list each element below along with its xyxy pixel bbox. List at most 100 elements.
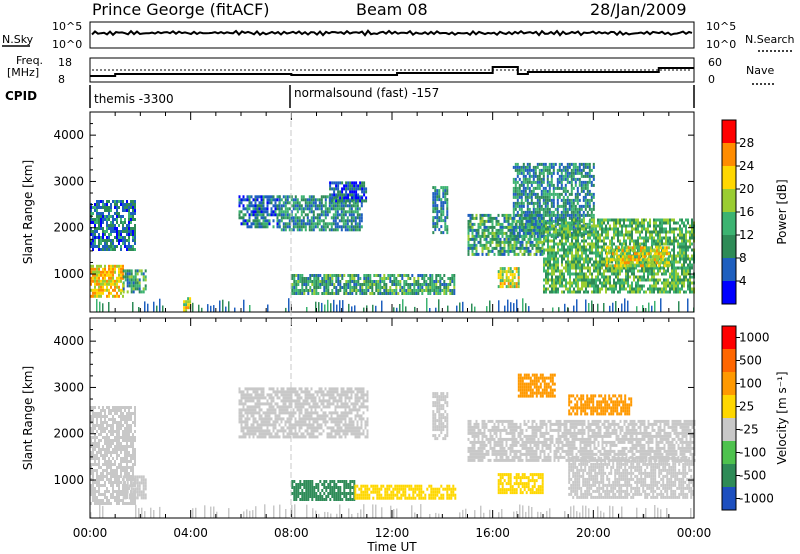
data-cell <box>601 284 603 288</box>
data-cell <box>128 227 130 230</box>
data-cell <box>324 228 327 232</box>
data-cell <box>566 210 569 214</box>
data-cell <box>542 210 545 214</box>
data-cell <box>681 284 683 288</box>
data-cell <box>507 282 510 286</box>
data-cell <box>487 249 490 253</box>
data-cell <box>132 203 134 206</box>
data-cell <box>98 279 100 283</box>
data-cell <box>518 189 521 193</box>
data-cell <box>341 181 344 185</box>
data-cell <box>641 264 644 268</box>
data-cell <box>110 273 112 277</box>
data-cell <box>94 493 96 496</box>
data-cell <box>112 270 114 274</box>
data-cell <box>331 289 334 292</box>
data-cell <box>118 230 120 233</box>
data-cell <box>100 475 102 478</box>
data-cell <box>108 291 110 295</box>
data-cell <box>495 246 498 250</box>
data-cell <box>653 287 655 291</box>
data-cell <box>94 427 96 430</box>
data-cell <box>669 254 671 258</box>
data-cell <box>515 270 518 274</box>
data-cell <box>110 439 112 442</box>
data-cell <box>185 300 188 304</box>
data-cell <box>288 228 291 232</box>
data-cell <box>328 222 331 226</box>
ground-scatter-cell <box>462 301 464 312</box>
data-cell <box>417 289 420 292</box>
data-cell <box>347 274 350 277</box>
data-cell <box>94 221 96 224</box>
data-cell <box>615 221 617 225</box>
data-cell <box>509 222 512 226</box>
data-cell <box>443 274 446 277</box>
data-cell <box>635 266 637 270</box>
data-cell <box>483 213 486 217</box>
data-cell <box>432 225 435 229</box>
data-cell <box>128 224 130 227</box>
data-cell <box>659 290 661 294</box>
data-cell <box>433 280 436 283</box>
data-cell <box>629 287 631 291</box>
data-cell <box>262 225 265 229</box>
data-cell <box>301 289 304 292</box>
data-cell <box>679 233 681 237</box>
data-cell <box>553 242 555 246</box>
data-cell <box>671 269 673 273</box>
data-cell <box>128 275 131 279</box>
data-cell <box>377 289 380 292</box>
data-cell <box>637 221 639 225</box>
data-cell <box>540 189 543 193</box>
data-cell <box>282 216 285 220</box>
data-cell <box>445 283 448 286</box>
data-cell <box>110 203 112 206</box>
data-cell <box>116 218 118 221</box>
data-cell <box>242 195 245 199</box>
data-cell <box>554 213 557 217</box>
data-cell <box>503 240 506 244</box>
data-cell <box>489 216 492 220</box>
data-cell <box>92 436 94 439</box>
data-cell <box>647 255 650 259</box>
data-cell <box>333 190 336 194</box>
data-cell <box>136 287 139 291</box>
data-cell <box>643 242 645 246</box>
data-cell <box>138 281 141 285</box>
ground-scatter-cell <box>429 308 431 312</box>
data-cell <box>313 283 316 286</box>
nsearch-tick-top: 10^5 <box>706 20 736 33</box>
data-cell <box>599 272 601 276</box>
data-cell <box>122 200 124 203</box>
data-cell <box>577 254 579 258</box>
data-cell <box>549 245 551 249</box>
data-cell <box>352 213 355 217</box>
data-cell <box>499 273 502 277</box>
data-cell <box>333 193 336 197</box>
data-cell <box>603 230 605 234</box>
data-cell <box>258 222 261 226</box>
data-cell <box>645 249 648 253</box>
data-cell <box>110 282 112 286</box>
data-cell <box>451 289 454 292</box>
data-cell <box>551 269 553 273</box>
data-cell <box>447 283 450 286</box>
data-cell <box>569 287 571 291</box>
data-cell <box>577 275 579 279</box>
data-cell <box>94 454 96 457</box>
data-cell <box>562 198 565 202</box>
data-cell <box>647 221 649 225</box>
data-cell <box>607 230 609 234</box>
data-cell <box>432 219 435 223</box>
data-cell <box>536 204 539 208</box>
data-cell <box>615 281 617 285</box>
data-cell <box>563 278 565 282</box>
data-cell <box>399 283 402 286</box>
data-cell <box>102 276 104 280</box>
data-cell <box>625 242 627 246</box>
data-cell <box>509 285 512 289</box>
data-cell <box>557 233 559 237</box>
data-cell <box>434 195 437 199</box>
data-cell <box>526 195 529 199</box>
